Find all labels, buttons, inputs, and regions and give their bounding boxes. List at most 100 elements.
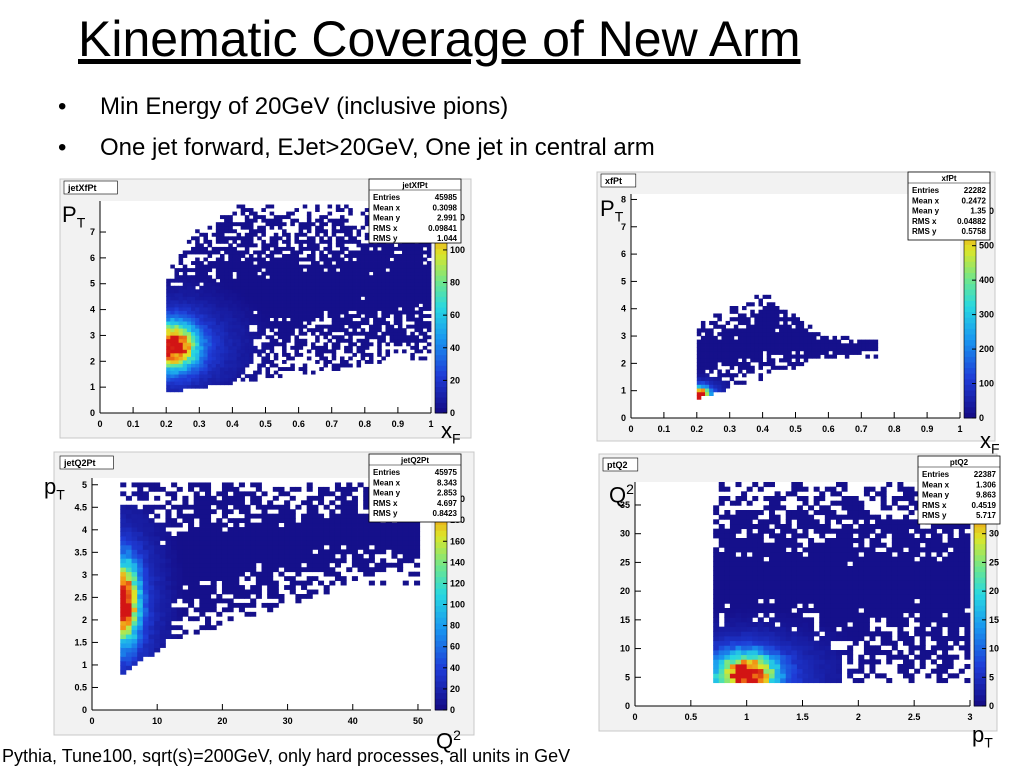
x-tick-label: 0.9 <box>392 419 405 429</box>
bin-cell <box>363 531 370 537</box>
bin-cell <box>203 321 208 326</box>
bin-cell <box>286 303 291 308</box>
bin-cell <box>807 332 813 337</box>
bin-cell <box>791 486 798 492</box>
color-bar-segment <box>435 333 447 340</box>
bin-cell <box>713 343 718 348</box>
bin-cell <box>385 349 391 354</box>
bin-cell <box>277 246 283 251</box>
bin-cell <box>709 365 714 370</box>
bin-cell <box>171 536 178 541</box>
bin-cell <box>207 289 213 294</box>
bin-cell <box>193 531 200 537</box>
bin-cell <box>791 339 796 344</box>
stats-key: Mean y <box>373 489 401 498</box>
y-tick-label: 0 <box>90 408 95 418</box>
bin-cell <box>178 303 184 308</box>
bin-cell <box>289 585 296 590</box>
x-axis-label: xF <box>980 428 1000 457</box>
bin-cell <box>207 363 213 368</box>
bin-cell <box>205 620 212 626</box>
bin-cell <box>752 570 759 576</box>
bin-cell <box>186 356 192 361</box>
y-tick-label: 4.5 <box>74 502 87 512</box>
bin-cell <box>813 486 820 492</box>
bin-cell <box>335 328 341 333</box>
bin-cell <box>802 594 809 600</box>
bin-cell <box>779 350 784 355</box>
bin-cell <box>331 303 337 308</box>
bin-cell <box>785 566 792 572</box>
bin-cell <box>787 332 792 337</box>
bin-cell <box>742 332 747 337</box>
bin-cell <box>199 289 204 294</box>
bin-cell <box>125 638 132 644</box>
bin-cell <box>422 307 428 311</box>
bin-cell <box>219 349 225 354</box>
bin-cell <box>718 496 725 502</box>
bin-cell <box>228 257 233 262</box>
bin-cell <box>236 345 242 350</box>
bin-cell <box>298 271 304 276</box>
bin-cell <box>278 536 285 541</box>
bin-cell <box>762 332 768 337</box>
bin-cell <box>261 261 266 265</box>
bin-cell <box>170 303 175 308</box>
bin-cell <box>418 275 424 280</box>
bin-cell <box>741 491 748 497</box>
bin-cell <box>186 342 192 347</box>
bin-cell <box>295 536 302 541</box>
color-bar-segment <box>435 536 447 543</box>
stats-box <box>907 171 991 241</box>
bin-cell <box>306 580 313 586</box>
bin-cell <box>389 264 395 269</box>
bin-cell <box>422 275 428 280</box>
bin-cell <box>758 339 763 344</box>
bin-cell <box>273 342 279 347</box>
bin-cell <box>188 589 195 595</box>
bin-cell <box>165 491 172 497</box>
bin-cell <box>178 356 184 361</box>
bin-cell <box>339 239 345 244</box>
bin-cell <box>791 636 798 642</box>
bin-cell <box>779 358 784 363</box>
bin-cell <box>253 282 258 287</box>
bin-cell <box>344 285 349 290</box>
bin-cell <box>346 536 353 541</box>
bin-cell <box>154 571 161 577</box>
bin-cell <box>294 324 299 329</box>
bin-cell <box>373 278 378 283</box>
bin-cell <box>199 243 204 248</box>
bin-cell <box>373 246 378 251</box>
bin-cell <box>171 611 178 617</box>
bin-cell <box>253 278 258 283</box>
bin-cell <box>207 314 213 318</box>
color-bar-segment <box>435 307 447 313</box>
bin-cell <box>199 549 206 555</box>
bin-cell <box>244 553 251 559</box>
bin-cell <box>195 356 200 361</box>
bin-cell <box>240 328 246 333</box>
bin-cell <box>758 347 763 352</box>
bin-cell <box>729 636 736 642</box>
color-bar-segment <box>435 547 447 554</box>
bin-cell <box>763 552 770 558</box>
bin-cell <box>769 547 775 553</box>
bin-cell <box>780 584 787 590</box>
bin-cell <box>402 540 409 546</box>
bin-cell <box>282 303 287 308</box>
bin-cell <box>278 486 285 492</box>
bin-cell <box>312 527 319 532</box>
bin-cell <box>364 360 370 364</box>
bin-cell <box>780 668 787 674</box>
bin-cell <box>286 328 291 333</box>
bin-cell <box>238 536 245 541</box>
bin-cell <box>381 264 386 269</box>
bin-cell <box>273 356 279 361</box>
bullet-text: One jet forward, EJet>20GeV, One jet in … <box>100 134 655 161</box>
bin-cell <box>199 296 204 301</box>
bin-cell <box>211 352 217 357</box>
bin-cell <box>351 500 358 506</box>
bin-cell <box>364 268 370 273</box>
bin-cell <box>746 631 753 637</box>
